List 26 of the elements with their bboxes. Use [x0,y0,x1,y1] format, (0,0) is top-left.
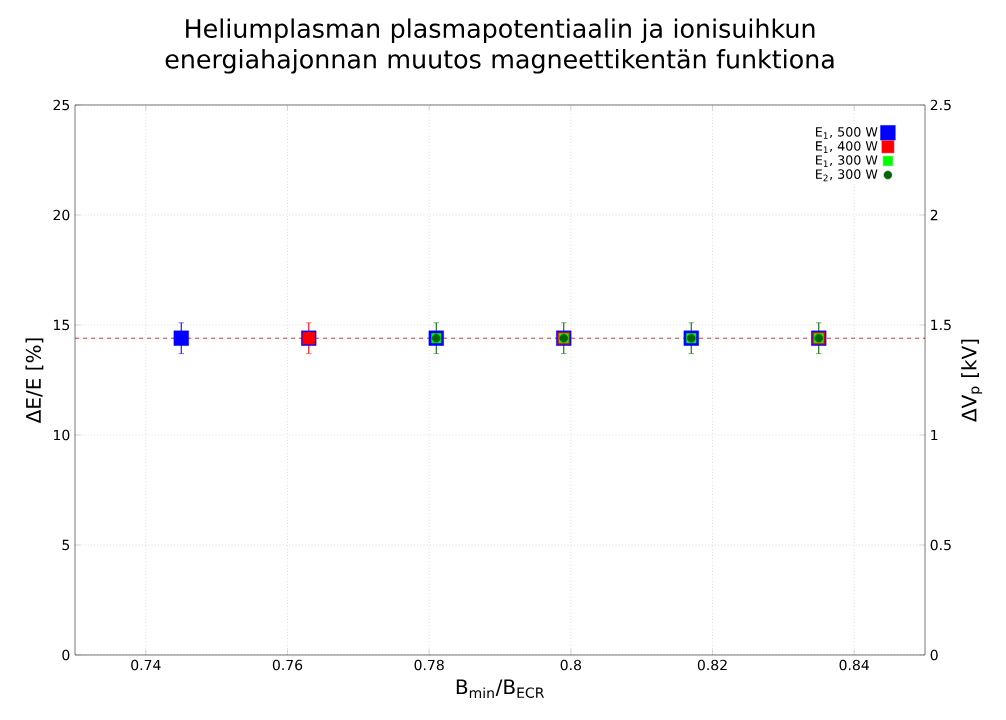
legend-label: E$_{1}$, 500 W [816,127,878,139]
x-tick-label: 0.84 [839,659,869,671]
y2-tick-label: 1 [931,429,938,441]
y2-axis-title: ΔV$_{p}$ [kV] [961,339,983,422]
y2-tick-label: 2.5 [930,99,951,111]
legend-label: E$_{1}$, 400 W [816,141,878,153]
x-tick-label: 0.78 [414,659,444,671]
y-tick-label: 10 [54,429,70,441]
y-tick-label: 5 [62,539,70,551]
x-tick-label: 0.74 [131,659,161,671]
legend-label: E$_{1}$, 300 W [816,155,878,167]
y-tick-label: 15 [54,319,70,331]
x-tick-label: 0.8 [560,659,582,671]
x-tick-label: 0.82 [697,659,727,671]
y-tick-label: 20 [53,209,70,221]
x-tick-label: 0.76 [272,659,303,671]
y2-tick-label: 0 [930,649,938,661]
y2-tick-label: 1.5 [931,319,951,331]
legend-label: E$_{2}$, 300 W [816,169,878,182]
x-axis-title: B$_{min}$/B$_{ECR}$ [456,679,545,699]
y-tick-label: 25 [53,99,70,111]
y-axis-title: ΔE/E [%] [25,338,44,424]
y-tick-label: 0 [62,649,70,661]
y2-tick-label: 2 [930,209,938,221]
y2-tick-label: 0.5 [930,539,951,551]
chart-title: Heliumplasman plasmapotentiaalin ja ionisuihkun energiahajonnan muutos magneettikentän funktiona [165,18,834,74]
